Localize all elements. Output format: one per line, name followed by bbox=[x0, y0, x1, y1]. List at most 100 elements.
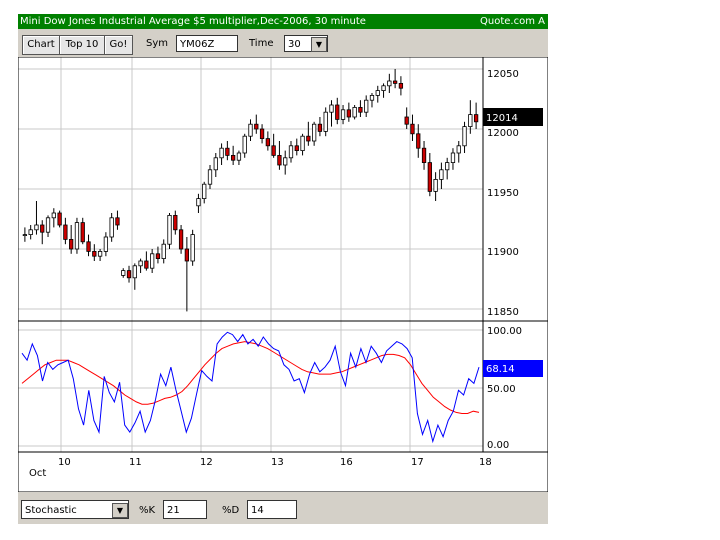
date-tick: 16 bbox=[340, 457, 353, 468]
candle-body bbox=[161, 243, 166, 259]
candle-body bbox=[283, 157, 288, 166]
date-tick: 13 bbox=[271, 457, 284, 468]
price-tick: 11850 bbox=[487, 307, 519, 318]
chart-title: Mini Dow Jones Industrial Average $5 mul… bbox=[20, 16, 366, 27]
last-indicator-marker bbox=[483, 360, 543, 377]
candle-body bbox=[468, 114, 473, 127]
candle-body bbox=[306, 135, 311, 142]
indicator-tick: 0.00 bbox=[487, 440, 509, 451]
indicator-selected: Stochastic bbox=[25, 505, 77, 516]
candle-body bbox=[109, 217, 114, 238]
candle-body bbox=[387, 80, 392, 87]
candle-body bbox=[225, 147, 230, 156]
last-indicator-value: 68.14 bbox=[486, 364, 515, 375]
candle-body bbox=[311, 123, 317, 142]
candle-body bbox=[202, 183, 207, 199]
candle-body bbox=[254, 123, 259, 130]
go-button[interactable]: Go! bbox=[104, 35, 133, 55]
candle-body bbox=[288, 145, 294, 159]
price-tick: 12050 bbox=[487, 69, 519, 80]
candle-body bbox=[173, 214, 178, 231]
indicator-tick: 100.00 bbox=[487, 326, 522, 337]
candle-body bbox=[103, 236, 109, 252]
candle-body bbox=[392, 80, 398, 84]
candle-body bbox=[236, 152, 242, 161]
toolbar: Chart Top 10 Go! Sym YM06Z Time 30 ▼ bbox=[18, 29, 548, 57]
candle-body bbox=[150, 253, 155, 269]
candle-body bbox=[265, 138, 270, 147]
candle-body bbox=[144, 260, 149, 269]
candle-body bbox=[184, 248, 190, 262]
candle-body bbox=[352, 107, 357, 118]
chevron-down-icon[interactable]: ▼ bbox=[311, 37, 327, 52]
candle-body bbox=[28, 229, 33, 236]
date-tick: 12 bbox=[200, 457, 213, 468]
chevron-down-icon[interactable]: ▼ bbox=[112, 503, 128, 518]
price-tick: 12000 bbox=[487, 128, 519, 139]
candle-body bbox=[375, 90, 380, 96]
candle-body bbox=[190, 234, 195, 262]
date-month: Oct bbox=[29, 468, 46, 479]
d-label: %D bbox=[222, 505, 240, 516]
candle-body bbox=[358, 107, 363, 113]
candle-body bbox=[456, 145, 461, 154]
candle-body bbox=[329, 104, 334, 113]
last-price-marker bbox=[483, 108, 543, 126]
candle-body bbox=[404, 116, 409, 125]
d-period-input[interactable]: 14 bbox=[247, 500, 297, 519]
top10-button[interactable]: Top 10 bbox=[59, 35, 105, 55]
indicator-tick: 50.00 bbox=[487, 384, 516, 395]
candle-body bbox=[381, 85, 386, 91]
candle-body bbox=[138, 260, 143, 267]
candle-body bbox=[63, 224, 68, 240]
k-label: %K bbox=[139, 505, 156, 516]
candle-body bbox=[219, 147, 224, 159]
candle-body bbox=[34, 224, 39, 231]
candle-body bbox=[416, 133, 421, 149]
candle-body bbox=[40, 224, 45, 233]
candle-body bbox=[300, 135, 305, 151]
candle-body bbox=[97, 250, 103, 257]
price-tick: 11900 bbox=[487, 247, 519, 258]
indicator-select[interactable]: Stochastic bbox=[21, 500, 129, 519]
title-bar: Mini Dow Jones Industrial Average $5 mul… bbox=[18, 14, 548, 29]
candle-body bbox=[80, 222, 85, 243]
candle-body bbox=[433, 179, 438, 192]
candle-body bbox=[271, 145, 276, 156]
chart-button[interactable]: Chart bbox=[22, 35, 60, 55]
date-tick: 17 bbox=[411, 457, 424, 468]
candle-body bbox=[132, 265, 137, 279]
candle-body bbox=[115, 217, 120, 226]
date-tick: 11 bbox=[129, 457, 142, 468]
sym-label: Sym bbox=[146, 38, 169, 49]
candle-body bbox=[231, 155, 236, 161]
candle-body bbox=[167, 214, 172, 245]
stochastic-d-line bbox=[21, 341, 480, 414]
k-period-input[interactable]: 21 bbox=[163, 500, 207, 519]
candle-body bbox=[450, 152, 456, 164]
date-tick: 10 bbox=[58, 457, 71, 468]
price-candles bbox=[22, 69, 479, 312]
candle-body bbox=[45, 217, 51, 233]
candle-body bbox=[421, 147, 427, 163]
time-value: 30 bbox=[288, 39, 301, 50]
candle-body bbox=[248, 123, 253, 137]
candle-body bbox=[445, 162, 450, 171]
time-label: Time bbox=[249, 38, 274, 49]
candle-body bbox=[259, 128, 265, 139]
data-source: Quote.com A bbox=[480, 16, 545, 27]
candle-body bbox=[69, 238, 74, 250]
candle-body bbox=[196, 198, 201, 207]
price-tick: 11950 bbox=[487, 188, 519, 199]
candle-body bbox=[213, 157, 218, 171]
candle-body bbox=[74, 222, 80, 250]
candle-body bbox=[22, 234, 28, 237]
candle-body bbox=[398, 82, 404, 89]
candle-body bbox=[126, 270, 132, 279]
stochastic-k-line bbox=[21, 331, 480, 444]
chart-canvas: 12050 12000 11950 11900 11850 12014 100.… bbox=[18, 57, 548, 492]
chart-applet: Mini Dow Jones Industrial Average $5 mul… bbox=[18, 14, 548, 524]
candle-body bbox=[57, 212, 62, 226]
candle-body bbox=[323, 111, 328, 132]
symbol-input[interactable]: YM06Z bbox=[176, 35, 238, 52]
